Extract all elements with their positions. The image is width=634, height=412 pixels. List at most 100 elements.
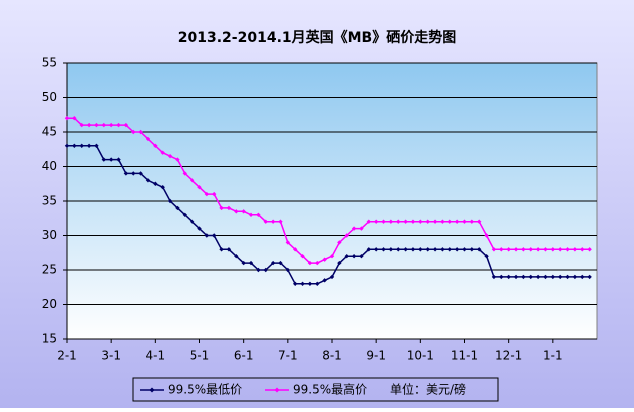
data-point xyxy=(535,274,541,280)
y-tick-label: 50 xyxy=(42,90,57,104)
data-point xyxy=(131,129,136,135)
data-point xyxy=(116,157,121,162)
data-point xyxy=(351,254,357,259)
data-point xyxy=(256,212,261,217)
data-point xyxy=(182,212,187,217)
data-point xyxy=(528,274,533,280)
data-point xyxy=(285,267,291,273)
data-point xyxy=(565,247,570,252)
y-tick-label: 40 xyxy=(42,159,57,173)
data-point xyxy=(432,247,438,252)
data-point xyxy=(86,143,92,148)
data-point xyxy=(153,143,158,148)
x-tick-label: 7-1 xyxy=(278,349,298,363)
y-tick-label: 25 xyxy=(42,263,57,277)
data-point xyxy=(557,247,563,252)
data-point xyxy=(248,212,254,217)
data-point xyxy=(123,122,129,128)
data-point xyxy=(153,181,158,186)
data-point xyxy=(454,247,460,252)
data-point xyxy=(72,116,77,121)
data-point xyxy=(167,198,173,204)
data-point xyxy=(116,122,121,128)
data-point xyxy=(344,233,349,238)
data-point xyxy=(94,122,99,128)
data-point xyxy=(300,254,305,259)
data-point xyxy=(182,171,187,176)
data-point xyxy=(79,143,84,148)
data-point xyxy=(72,143,77,148)
data-point xyxy=(292,281,298,286)
data-point xyxy=(499,247,504,252)
data-point xyxy=(94,143,99,148)
data-point xyxy=(440,219,445,224)
y-tick-label: 15 xyxy=(42,332,57,346)
data-point xyxy=(315,281,320,286)
data-point xyxy=(351,226,357,231)
data-point xyxy=(263,267,268,273)
data-point xyxy=(307,281,313,286)
data-point xyxy=(440,247,445,252)
data-point xyxy=(359,254,364,259)
data-point xyxy=(212,233,217,238)
data-point xyxy=(278,260,283,266)
data-point xyxy=(234,254,239,259)
data-point xyxy=(138,171,143,176)
data-point xyxy=(477,247,482,252)
data-point xyxy=(64,116,70,121)
data-point xyxy=(241,209,246,214)
data-point xyxy=(580,247,585,252)
data-point xyxy=(535,247,541,252)
data-point xyxy=(86,122,92,128)
x-tick-label: 12-1 xyxy=(495,349,522,363)
data-point xyxy=(329,274,335,280)
data-point xyxy=(447,219,452,224)
data-point xyxy=(197,226,202,231)
data-point xyxy=(403,219,408,224)
data-point xyxy=(528,247,533,252)
data-point xyxy=(167,153,173,159)
data-point xyxy=(337,260,342,266)
data-point xyxy=(366,219,372,224)
y-tick-label: 55 xyxy=(42,56,57,70)
data-point xyxy=(484,254,489,259)
data-point xyxy=(491,274,497,280)
data-point xyxy=(160,150,165,155)
data-point xyxy=(300,281,305,286)
data-point xyxy=(587,274,592,280)
legend-marker xyxy=(149,387,155,393)
chart-title: 2013.2-2014.1月英国《MB》硒价走势图 xyxy=(178,29,456,46)
data-point xyxy=(234,209,239,214)
x-tick-label: 9-1 xyxy=(366,349,386,363)
data-point xyxy=(381,219,386,224)
data-point xyxy=(64,143,70,148)
data-point xyxy=(572,274,578,280)
data-point xyxy=(373,219,379,224)
legend-label: 99.5%最低价 xyxy=(168,383,242,397)
data-point xyxy=(145,136,151,142)
y-tick-label: 20 xyxy=(42,297,57,311)
data-point xyxy=(101,157,107,162)
data-point xyxy=(278,219,283,224)
data-point xyxy=(123,171,129,176)
legend-label: 99.5%最高价 xyxy=(293,382,367,397)
data-point xyxy=(418,219,423,224)
data-point xyxy=(175,205,180,211)
data-point xyxy=(263,219,268,224)
data-point xyxy=(396,247,401,252)
data-point xyxy=(425,219,430,224)
x-tick-label: 10-1 xyxy=(407,349,434,363)
data-point xyxy=(337,240,342,245)
unit-note: 单位：美元/磅 xyxy=(390,382,466,397)
data-point xyxy=(565,274,570,280)
x-tick-label: 11-1 xyxy=(451,349,478,363)
data-point xyxy=(587,247,592,252)
data-point xyxy=(256,267,261,273)
x-tick-label: 8-1 xyxy=(322,349,342,363)
data-point xyxy=(322,257,327,262)
data-point xyxy=(160,185,165,190)
data-point xyxy=(219,205,224,211)
data-point xyxy=(462,219,467,224)
y-tick-label: 30 xyxy=(42,228,57,242)
x-tick-label: 5-1 xyxy=(190,349,210,363)
